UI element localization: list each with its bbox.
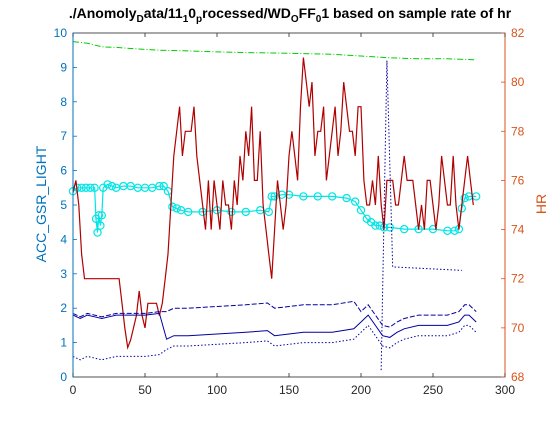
series-point-gsr (93, 228, 102, 237)
series-point-gsr (299, 192, 308, 201)
series-line-acc-main (72, 312, 477, 340)
series-point-gsr (155, 181, 164, 191)
x-tick-label: 200 (351, 383, 371, 397)
series-point-gsr (264, 207, 273, 217)
y-left-tick-label: 1 (60, 336, 67, 350)
y-left-tick-label: 0 (60, 370, 67, 384)
series-point-gsr (328, 192, 337, 201)
series-point-gsr (267, 192, 276, 201)
series-point-gsr (313, 192, 322, 201)
y-right-tick-label: 70 (511, 321, 525, 335)
series-point-gsr (90, 183, 99, 192)
series-point-gsr (351, 197, 360, 206)
series-point-gsr (227, 207, 236, 217)
x-tick-label: 100 (207, 383, 227, 397)
y-axis-right-label: HR (533, 194, 549, 214)
series-point-gsr (81, 183, 91, 192)
series-point-gsr (86, 183, 95, 192)
y-right-tick-label: 76 (511, 173, 525, 187)
chart-title-run: FF (299, 5, 317, 21)
series-point-gsr (103, 180, 112, 189)
series-line-acc-dashed (72, 300, 477, 328)
series-point-gsr (428, 224, 438, 234)
series-point-gsr (77, 183, 86, 192)
chart-title-run: ata/11 (144, 5, 183, 21)
series-point-gsr (183, 207, 193, 217)
y-left-tick-label: 7 (60, 129, 67, 143)
chart-title-run: p (196, 14, 202, 25)
series-point-gsr (450, 226, 459, 235)
series-point-gsr (107, 181, 117, 191)
series-line-light (72, 41, 477, 61)
series-point-gsr (371, 221, 380, 230)
chart-title-run: rocessed/WD (202, 5, 291, 21)
series-point-gsr (159, 181, 168, 191)
y-left-tick-label: 10 (54, 26, 68, 40)
y-right-tick-label: 82 (511, 26, 525, 40)
series-point-gsr (241, 207, 250, 217)
y-left-tick-label: 3 (60, 267, 67, 281)
y-right-tick-label: 72 (511, 272, 525, 286)
x-tick-label: 50 (138, 383, 152, 397)
chart-title-run: 0 (188, 5, 196, 21)
series-point-gsr (96, 221, 105, 230)
y-left-tick-label: 4 (60, 232, 67, 246)
y-left-tick-label: 6 (60, 164, 67, 178)
series-line-acc-dotted (72, 324, 477, 361)
y-right-tick-label: 68 (511, 370, 525, 384)
chart-title-run: 0 (316, 14, 322, 25)
x-tick-label: 150 (279, 383, 299, 397)
y-left-tick-label: 2 (60, 301, 67, 315)
series-point-gsr (400, 224, 409, 234)
chart-title-run: D (137, 14, 144, 25)
series-line-hr (72, 57, 474, 350)
x-tick-label: 300 (495, 383, 515, 397)
y-axis-left-label: ACC_GSR_LIGHT (33, 145, 49, 262)
series-point-gsr (342, 193, 351, 203)
chart-title-run: O (291, 14, 299, 25)
y-right-tick-label: 74 (511, 223, 525, 237)
y-right-tick-label: 78 (511, 124, 525, 138)
x-tick-label: 0 (70, 383, 77, 397)
y-left-tick-label: 9 (60, 60, 67, 74)
series-point-gsr (97, 211, 107, 220)
series-point-gsr (168, 202, 177, 211)
y-left-tick-label: 8 (60, 95, 67, 109)
series-point-gsr (385, 223, 394, 232)
y-left-tick-label: 5 (60, 198, 67, 212)
chart-title: ./AnomolyData/1110processed/WDOFF01 base… (69, 5, 512, 25)
series-point-gsr (284, 190, 294, 199)
series-point-gsr (460, 193, 469, 203)
x-tick-label: 250 (423, 383, 443, 397)
chart-title-run: 1 based on sample rate of hr (321, 5, 511, 21)
chart-title-run: ./Anomoly (69, 5, 137, 21)
chart-title-run: 1 (183, 14, 189, 25)
axes-layer: 0 50 100 150 200 250 3000123456789106870727476… (54, 26, 525, 397)
y-right-tick-label: 80 (511, 75, 525, 89)
series-layer (68, 41, 481, 371)
series-point-gsr (94, 211, 104, 220)
series-spike-acc (380, 60, 462, 371)
series-point-gsr (172, 204, 181, 213)
series-point-gsr (356, 205, 366, 215)
